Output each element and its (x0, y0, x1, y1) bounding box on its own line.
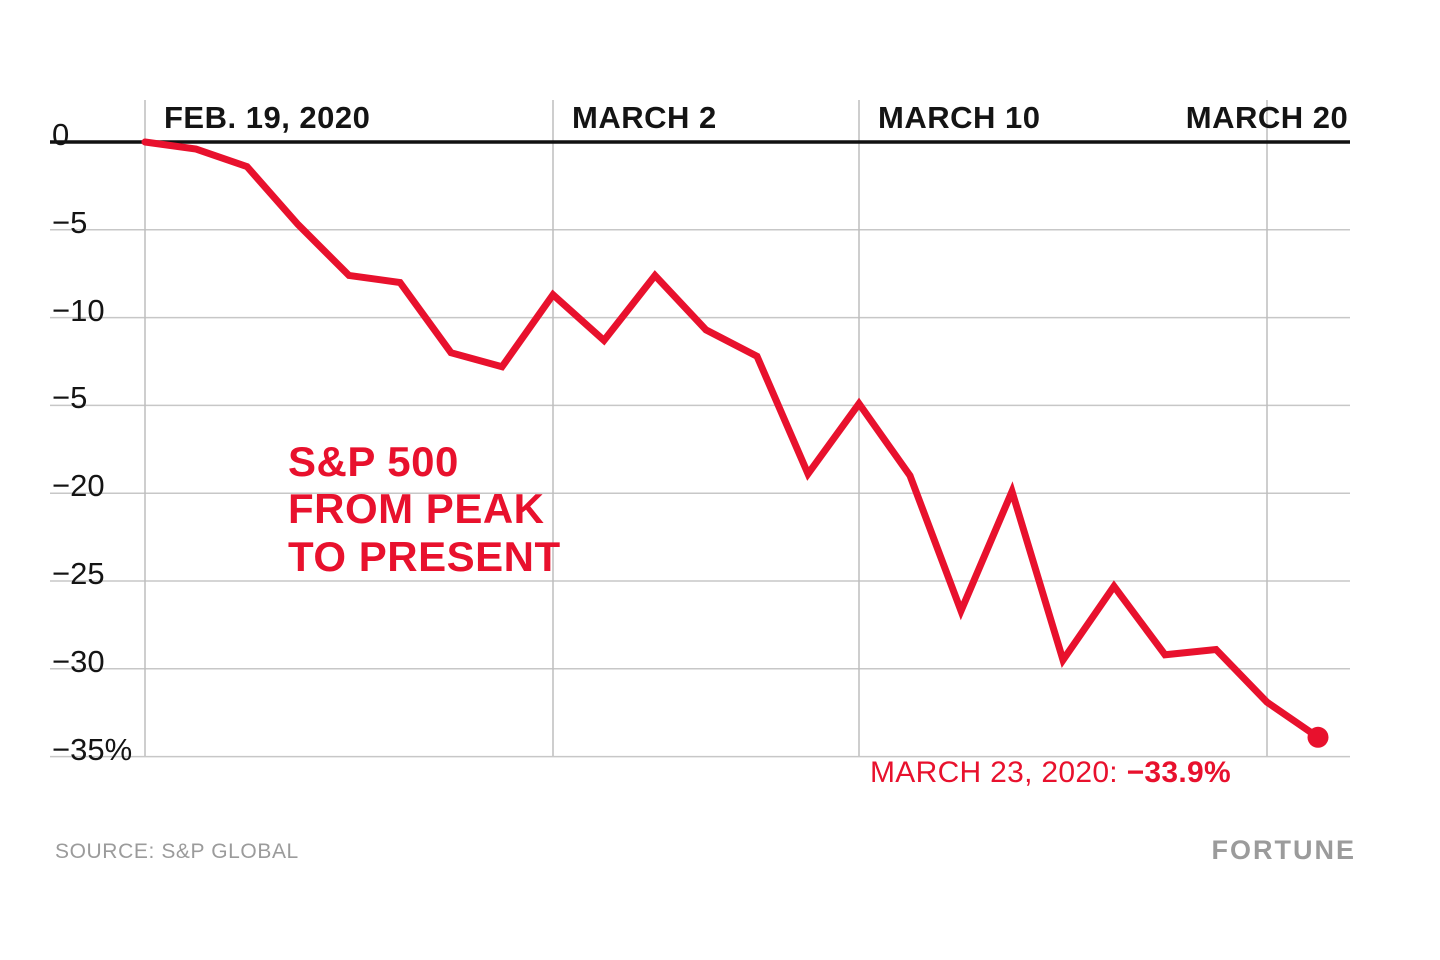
end-point-annotation: MARCH 23, 2020: −33.9% (870, 757, 1231, 789)
end-point-value-label: −33.9% (1126, 756, 1231, 789)
y-axis-label: −5 (52, 204, 88, 240)
source-note: SOURCE: S&P GLOBAL (55, 840, 299, 863)
y-axis-label: −35% (52, 731, 133, 767)
end-point-dot (1307, 726, 1329, 748)
chart-title: S&P 500 FROM PEAK TO PRESENT (288, 438, 561, 580)
fortune-logo: FORTUNE (1211, 835, 1356, 865)
y-axis-label: −20 (52, 468, 105, 504)
x-axis-label: MARCH 20 (1185, 100, 1349, 135)
chart-title-line-2: FROM PEAK (288, 485, 545, 533)
y-axis-label: −5 (52, 380, 88, 416)
end-point-date-label: MARCH 23, 2020: (870, 756, 1127, 789)
x-axis-label: MARCH 2 (572, 100, 717, 135)
y-axis-label: −25 (52, 556, 105, 591)
sp500-line (141, 138, 1322, 741)
x-axis-label: FEB. 19, 2020 (164, 100, 371, 135)
y-axis-label: −10 (52, 292, 105, 328)
y-axis-label: −30 (52, 643, 105, 679)
chart-title-line-3: TO PRESENT (288, 532, 561, 580)
y-axis-label: 0 (52, 117, 70, 152)
chart-title-line-1: S&P 500 (288, 438, 459, 485)
x-axis-label: MARCH 10 (878, 100, 1041, 135)
